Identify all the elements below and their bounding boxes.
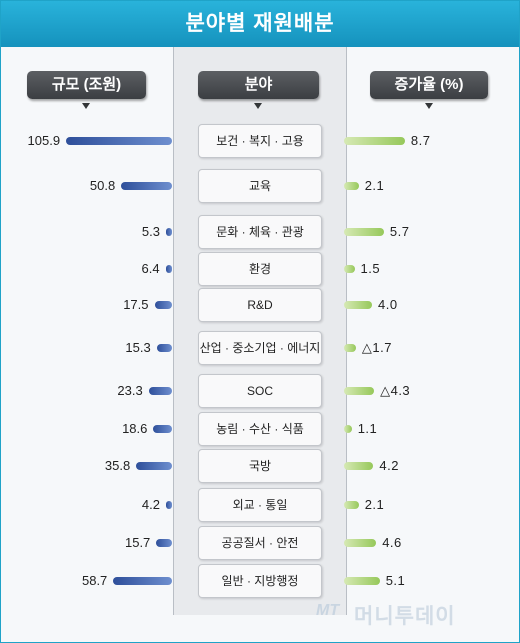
category-label: 보건 · 복지 · 고용 — [198, 124, 322, 158]
size-value-label: 18.6 — [122, 421, 148, 436]
size-value-label: 23.3 — [117, 383, 143, 398]
category-header-arrow-icon — [254, 103, 262, 109]
growth-value-label: △4.3 — [380, 383, 411, 398]
growth-bar — [344, 425, 352, 433]
watermark-text: 머니투데이 — [354, 605, 456, 628]
growth-bar — [344, 387, 375, 395]
size-value-label: 50.8 — [89, 178, 116, 193]
growth-value-label: 4.6 — [382, 535, 402, 550]
size-value-label: 58.7 — [81, 573, 108, 588]
size-bar — [154, 301, 172, 309]
size-value-label: 15.7 — [124, 535, 151, 550]
growth-bar — [344, 137, 405, 145]
category-label: 교육 — [198, 169, 322, 203]
category-label: 국방 — [198, 449, 322, 483]
growth-value-label: 1.5 — [360, 261, 381, 276]
size-value-label: 17.5 — [123, 297, 149, 312]
size-value-label: 6.4 — [141, 261, 160, 276]
category-label: 농림 · 수산 · 식품 — [198, 412, 322, 446]
size-bar — [66, 137, 172, 145]
growth-value-label: 5.1 — [385, 573, 406, 588]
size-value-label: 4.2 — [141, 497, 160, 512]
size-bar — [166, 228, 172, 236]
growth-value-label: 4.2 — [379, 458, 399, 473]
growth-bar — [344, 182, 359, 190]
growth-bar — [344, 577, 380, 585]
size-bar — [165, 265, 172, 273]
size-value-label: 15.3 — [125, 340, 151, 355]
size-bar — [136, 462, 172, 470]
growth-bar — [344, 228, 384, 236]
chart-title: 분야별 재원배분 — [185, 12, 335, 35]
category-label: SOC — [198, 374, 322, 408]
category-label: 공공질서 · 안전 — [198, 526, 322, 560]
growth-bar — [344, 539, 377, 547]
growth-bar — [344, 344, 356, 352]
growth-header: 증가율 (%) — [370, 71, 488, 99]
size-header: 규모 (조원) — [27, 71, 146, 99]
growth-value-label: 2.1 — [364, 497, 385, 512]
category-label: 문화 · 체육 · 관광 — [198, 215, 322, 249]
growth-bar — [344, 501, 359, 509]
size-value-label: 35.8 — [104, 458, 131, 473]
title-bar: 분야별 재원배분 — [1, 1, 519, 47]
size-bar — [156, 344, 172, 352]
growth-bar — [344, 462, 374, 470]
growth-bar — [344, 301, 372, 309]
size-bar — [113, 577, 172, 585]
size-value-label: 105.9 — [27, 133, 61, 148]
growth-value-label: 8.7 — [410, 133, 431, 148]
category-label: 산업 · 중소기업 · 에너지 — [198, 331, 322, 365]
size-bar — [121, 182, 172, 190]
watermark-logo: MT — [316, 602, 340, 619]
category-label: 일반 · 지방행정 — [198, 564, 322, 598]
size-value-label: 5.3 — [141, 224, 160, 239]
growth-value-label: 1.1 — [357, 421, 378, 436]
growth-bar — [344, 265, 355, 273]
growth-value-label: △1.7 — [361, 340, 392, 355]
growth-value-label: 2.1 — [364, 178, 385, 193]
size-bar — [153, 425, 172, 433]
category-label: 환경 — [198, 252, 322, 286]
size-bar — [156, 539, 172, 547]
growth-header-arrow-icon — [425, 103, 433, 109]
category-header: 분야 — [198, 71, 319, 99]
growth-value-label: 4.0 — [378, 297, 398, 312]
size-bar — [166, 501, 172, 509]
growth-value-label: 5.7 — [389, 224, 410, 239]
category-label: 외교 · 통일 — [198, 488, 322, 522]
size-bar — [148, 387, 172, 395]
category-label: R&D — [198, 288, 322, 322]
size-header-arrow-icon — [82, 103, 90, 109]
